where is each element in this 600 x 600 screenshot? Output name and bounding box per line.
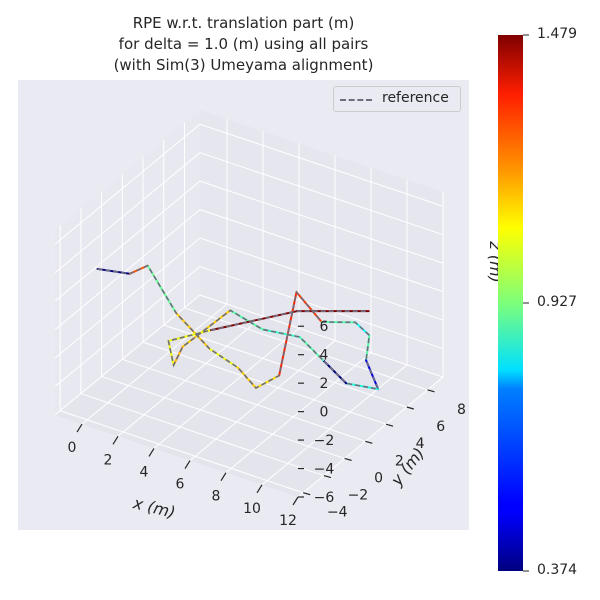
y-tick-label-4: 4: [416, 436, 425, 452]
y-grid-floor-5: [163, 324, 407, 408]
z-grid-back-0: [199, 294, 444, 378]
z-tick-label-4: 2: [320, 376, 329, 392]
y-tick-label-5: 6: [436, 419, 445, 435]
z-grid-left-5: [54, 152, 201, 274]
y-tick-3: [365, 440, 373, 444]
z-grid-left-4: [54, 180, 201, 302]
chart-title-line-2: for delta = 1.0 (m) using all pairs: [118, 35, 369, 53]
z-grid-left-0: [54, 294, 201, 416]
z-grid-left-1: [54, 266, 201, 387]
y-tick-label-3: 2: [395, 453, 404, 469]
x-grid-floor-5: [261, 364, 408, 486]
y-tick-2: [344, 457, 352, 462]
x-tick-label-1: 2: [104, 452, 113, 468]
y-grid-floor-0: [60, 410, 304, 494]
x-tick-label-2: 4: [140, 464, 149, 480]
x-grid-floor-4: [225, 352, 372, 474]
x-tick-label-4: 8: [212, 489, 221, 505]
y-tick-label-6: 8: [457, 402, 466, 418]
y-grid-floor-1: [80, 393, 325, 477]
x-grid-floor-2: [153, 328, 300, 449]
y-tick-4: [385, 423, 394, 427]
legend-entry-reference: reference: [382, 90, 449, 106]
x-tick-6: [292, 496, 299, 506]
y-grid-floor-6: [184, 307, 428, 391]
y-tick-1: [323, 474, 332, 479]
x-grid-floor-6: [297, 376, 444, 498]
y-tick-label-0: −4: [327, 505, 348, 521]
x-tick-1: [112, 435, 119, 445]
y-grid-floor-3: [122, 358, 366, 442]
z-grid-back-1: [199, 266, 444, 350]
y-tick-label-1: −2: [348, 488, 369, 504]
z-grid-left-2: [54, 237, 201, 359]
z-grid-left-3: [54, 209, 201, 331]
colorbar-label-min: 0.374: [537, 562, 578, 578]
z-grid-back-4: [199, 180, 444, 264]
y-tick-0: [303, 492, 311, 496]
legend-dashed-swatch: [340, 99, 372, 101]
x-tick-label-5: 10: [243, 501, 261, 517]
z-grid-back-6: [199, 123, 444, 207]
chart-title-line-1: RPE w.r.t. translation part (m): [132, 14, 355, 32]
colorbar-label-max: 1.479: [537, 26, 578, 42]
x-tick-2: [148, 448, 155, 457]
z-tick-label-3: 0: [320, 405, 329, 421]
z-grid-back-5: [199, 152, 444, 236]
x-grid-floor-1: [117, 315, 264, 437]
x-tick-0: [76, 423, 83, 433]
reference-trajectory: [97, 264, 380, 391]
x-grid-floor-3: [189, 340, 336, 461]
x-tick-label-6: 12: [279, 513, 297, 529]
y-tick-label-2: 0: [374, 470, 383, 486]
y-grid-floor-2: [101, 375, 345, 459]
z-grid-back-3: [199, 209, 444, 293]
y-tick-6: [427, 389, 435, 393]
x-tick-3: [184, 460, 191, 469]
z-tick-label-1: −4: [314, 462, 335, 478]
x-grid-floor-0: [81, 303, 228, 425]
x-tick-5: [256, 484, 263, 494]
z-grid-left-6: [54, 123, 201, 245]
x-tick-label-0: 0: [68, 440, 77, 456]
estimate-segment-6: [254, 374, 281, 389]
back-pane: [200, 110, 443, 377]
z-grid-back-2: [199, 237, 444, 321]
colorbar: [498, 35, 523, 571]
z-tick-label-0: −6: [314, 490, 335, 506]
colorbar-label-mid: 0.927: [537, 294, 578, 310]
y-tick-5: [406, 406, 414, 410]
x-tick-4: [220, 472, 227, 482]
z-tick-label-6: 6: [320, 319, 329, 335]
z-tick-label-5: 4: [320, 348, 329, 364]
x-tick-label-3: 6: [176, 477, 185, 493]
z-tick-label-2: −2: [314, 433, 335, 449]
legend: reference: [333, 86, 461, 112]
chart-title-line-3: (with Sim(3) Umeyama alignment): [113, 56, 374, 74]
